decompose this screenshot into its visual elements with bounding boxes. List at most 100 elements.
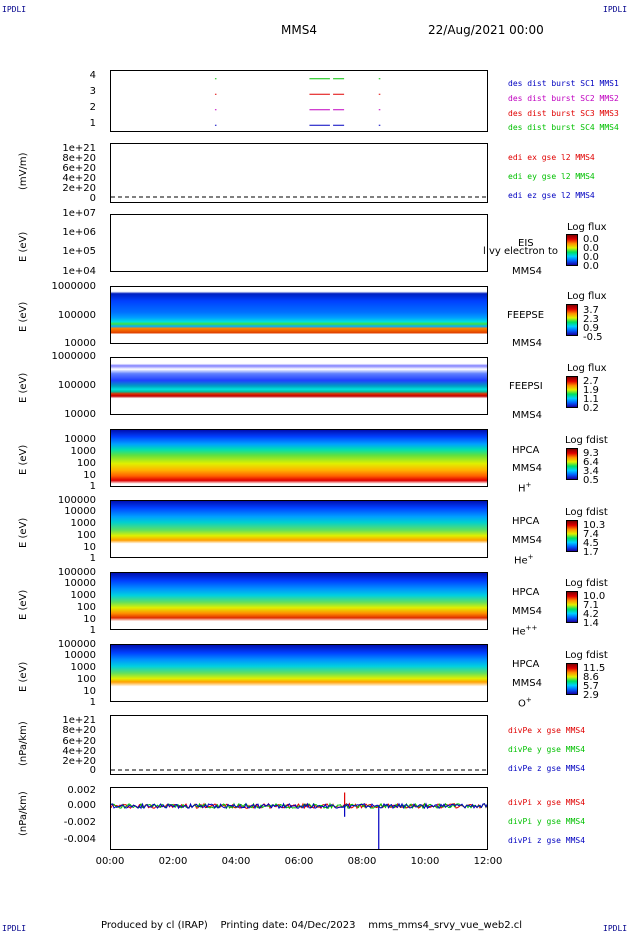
- hpca-o-cb-val: 11.5: [583, 663, 606, 674]
- footer-text: Produced by cl (IRAP) Printing date: 04/…: [101, 920, 523, 931]
- burst-ytick: 2: [89, 102, 96, 113]
- hpca-o-species: O+: [518, 696, 532, 710]
- feepse-sc: MMS4: [512, 338, 542, 349]
- burst-ytick: 4: [89, 70, 96, 81]
- hpca-o-cb-val: 2.9: [583, 690, 599, 701]
- hpca-o-ytick: 1: [89, 697, 96, 708]
- x-tick-label: 02:00: [158, 856, 188, 867]
- eis-extra-label: l vy electron to: [483, 246, 559, 257]
- divpe-legend-z: divPe z gse MMS4: [508, 764, 586, 773]
- eis-cb-val: 0.0: [583, 243, 599, 254]
- hpca-he2-cb-val: 1.4: [583, 618, 599, 629]
- divpe-legend-y: divPe y gse MMS4: [508, 745, 586, 754]
- divpi-ytick: 0.002: [67, 785, 96, 796]
- hpca-he2-ytick: 100: [76, 602, 96, 613]
- edi-ytick: 6e+20: [62, 163, 96, 174]
- hpca-he2-ytick: 100000: [57, 567, 96, 578]
- hpca-o-ytick: 10: [83, 686, 96, 697]
- hpca-h-name: HPCA: [512, 445, 540, 456]
- hpca-he2-cb-val: 7.1: [583, 600, 599, 611]
- feepsi-ytick: 100000: [57, 380, 96, 391]
- hpca-he2-cb-title: Log fdist: [565, 578, 608, 589]
- eis-ytick: 1e+07: [62, 208, 96, 219]
- divpe-plot: [111, 769, 487, 771]
- hpca-h-ytick: 10000: [64, 434, 96, 445]
- hpca-h-sc: MMS4: [512, 463, 542, 474]
- hpca-he-ytick: 1: [89, 553, 96, 564]
- divpi-trace: [111, 802, 487, 810]
- feepsi-cb-val: 2.7: [583, 376, 599, 387]
- hpca-he-ylabel: E (eV): [18, 517, 29, 548]
- divpe-legend-x: divPe x gse MMS4: [508, 726, 586, 735]
- burst-legend-4: des dist burst SC4 MMS4: [508, 123, 619, 132]
- divpe-ytick: 1e+21: [62, 715, 96, 726]
- divpi-legend-x: divPi x gse MMS4: [508, 798, 586, 807]
- feepsi-ytick: 10000: [64, 409, 96, 420]
- corner-tr: IPDLI: [603, 5, 628, 14]
- divpi-panel: [110, 787, 488, 850]
- hpca-he-cb-val: 7.4: [583, 529, 599, 540]
- hpca-o-colorbar: [566, 663, 578, 695]
- x-tick-label: 10:00: [410, 856, 440, 867]
- hpca-he-cb-title: Log fdist: [565, 507, 608, 518]
- feepsi-cb-val: 1.1: [583, 394, 599, 405]
- hpca-h-ytick: 1000: [70, 446, 96, 457]
- edi-panel: [110, 143, 488, 203]
- feepsi-name: FEEPSI: [509, 381, 543, 392]
- feepsi-colorbar: [566, 376, 578, 408]
- hpca-he2-cb-val: 10.0: [583, 591, 606, 602]
- corner-tl: IPDLI: [2, 5, 27, 14]
- feepsi-sc: MMS4: [512, 410, 542, 421]
- feepsi-spectrogram: [111, 358, 487, 414]
- hpca-he2-sc: MMS4: [512, 606, 542, 617]
- feepse-ytick: 100000: [57, 310, 96, 321]
- hpca-he-ytick: 100: [76, 530, 96, 541]
- hpca-h-cb-val: 0.5: [583, 475, 599, 486]
- hpca-he-cb-val: 4.5: [583, 538, 599, 549]
- divpe-ytick: 8e+20: [62, 725, 96, 736]
- feepse-cb-val: 3.7: [583, 305, 599, 316]
- hpca-he-sc: MMS4: [512, 535, 542, 546]
- hpca-he2-colorbar: [566, 591, 578, 623]
- hpca-he-ytick: 1000: [70, 518, 96, 529]
- hpca-h-ylabel: E (eV): [18, 444, 29, 475]
- divpi-ytick: 0.000: [67, 800, 96, 811]
- edi-ylabel: (mV/m): [18, 152, 29, 191]
- eis-name: EIS: [518, 238, 534, 249]
- x-tick-label: 04:00: [221, 856, 251, 867]
- hpca-he-colorbar: [566, 520, 578, 552]
- hpca-he2-ytick: 1: [89, 625, 96, 636]
- hpca-h-cb-title: Log fdist: [565, 435, 608, 446]
- hpca-he2-ytick: 10000: [64, 578, 96, 589]
- hpca-he-ytick: 100000: [57, 495, 96, 506]
- divpi-ylabel: (nPa/km): [18, 791, 29, 836]
- edi-ytick: 8e+20: [62, 153, 96, 164]
- hpca-he2-name: HPCA: [512, 587, 540, 598]
- feepse-cb-val: 2.3: [583, 314, 599, 325]
- hpca-o-panel: [110, 644, 488, 702]
- hpca-he-ytick: 10: [83, 542, 96, 553]
- hpca-he-panel: [110, 500, 488, 558]
- hpca-o-sc: MMS4: [512, 678, 542, 689]
- x-tick-label: 12:00: [473, 856, 503, 867]
- edi-ytick: 1e+21: [62, 143, 96, 154]
- edi-ytick: 0: [89, 193, 96, 204]
- feepsi-ytick: 1000000: [51, 351, 96, 362]
- hpca-he-name: HPCA: [512, 516, 540, 527]
- feepsi-cb-val: 0.2: [583, 403, 599, 414]
- feepse-ylabel: E (eV): [18, 301, 29, 332]
- divpe-ylabel: (nPa/km): [18, 721, 29, 766]
- divpe-ytick: 0: [89, 765, 96, 776]
- edi-legend-y: edi ey gse l2 MMS4: [508, 172, 595, 181]
- feepse-cb-val: -0.5: [583, 332, 603, 343]
- eis-ytick: 1e+06: [62, 227, 96, 238]
- edi-legend-x: edi ex gse l2 MMS4: [508, 153, 595, 162]
- corner-bl: IPDLI: [2, 924, 27, 933]
- x-tick-label: 00:00: [95, 856, 125, 867]
- hpca-h-ytick: 10: [83, 470, 96, 481]
- hpca-he2-ytick: 10: [83, 614, 96, 625]
- eis-cb-val: 0.0: [583, 252, 599, 263]
- hpca-h-ytick: 1: [89, 481, 96, 492]
- feepse-spectrogram: [111, 287, 487, 343]
- divpi-legend-y: divPi y gse MMS4: [508, 817, 586, 826]
